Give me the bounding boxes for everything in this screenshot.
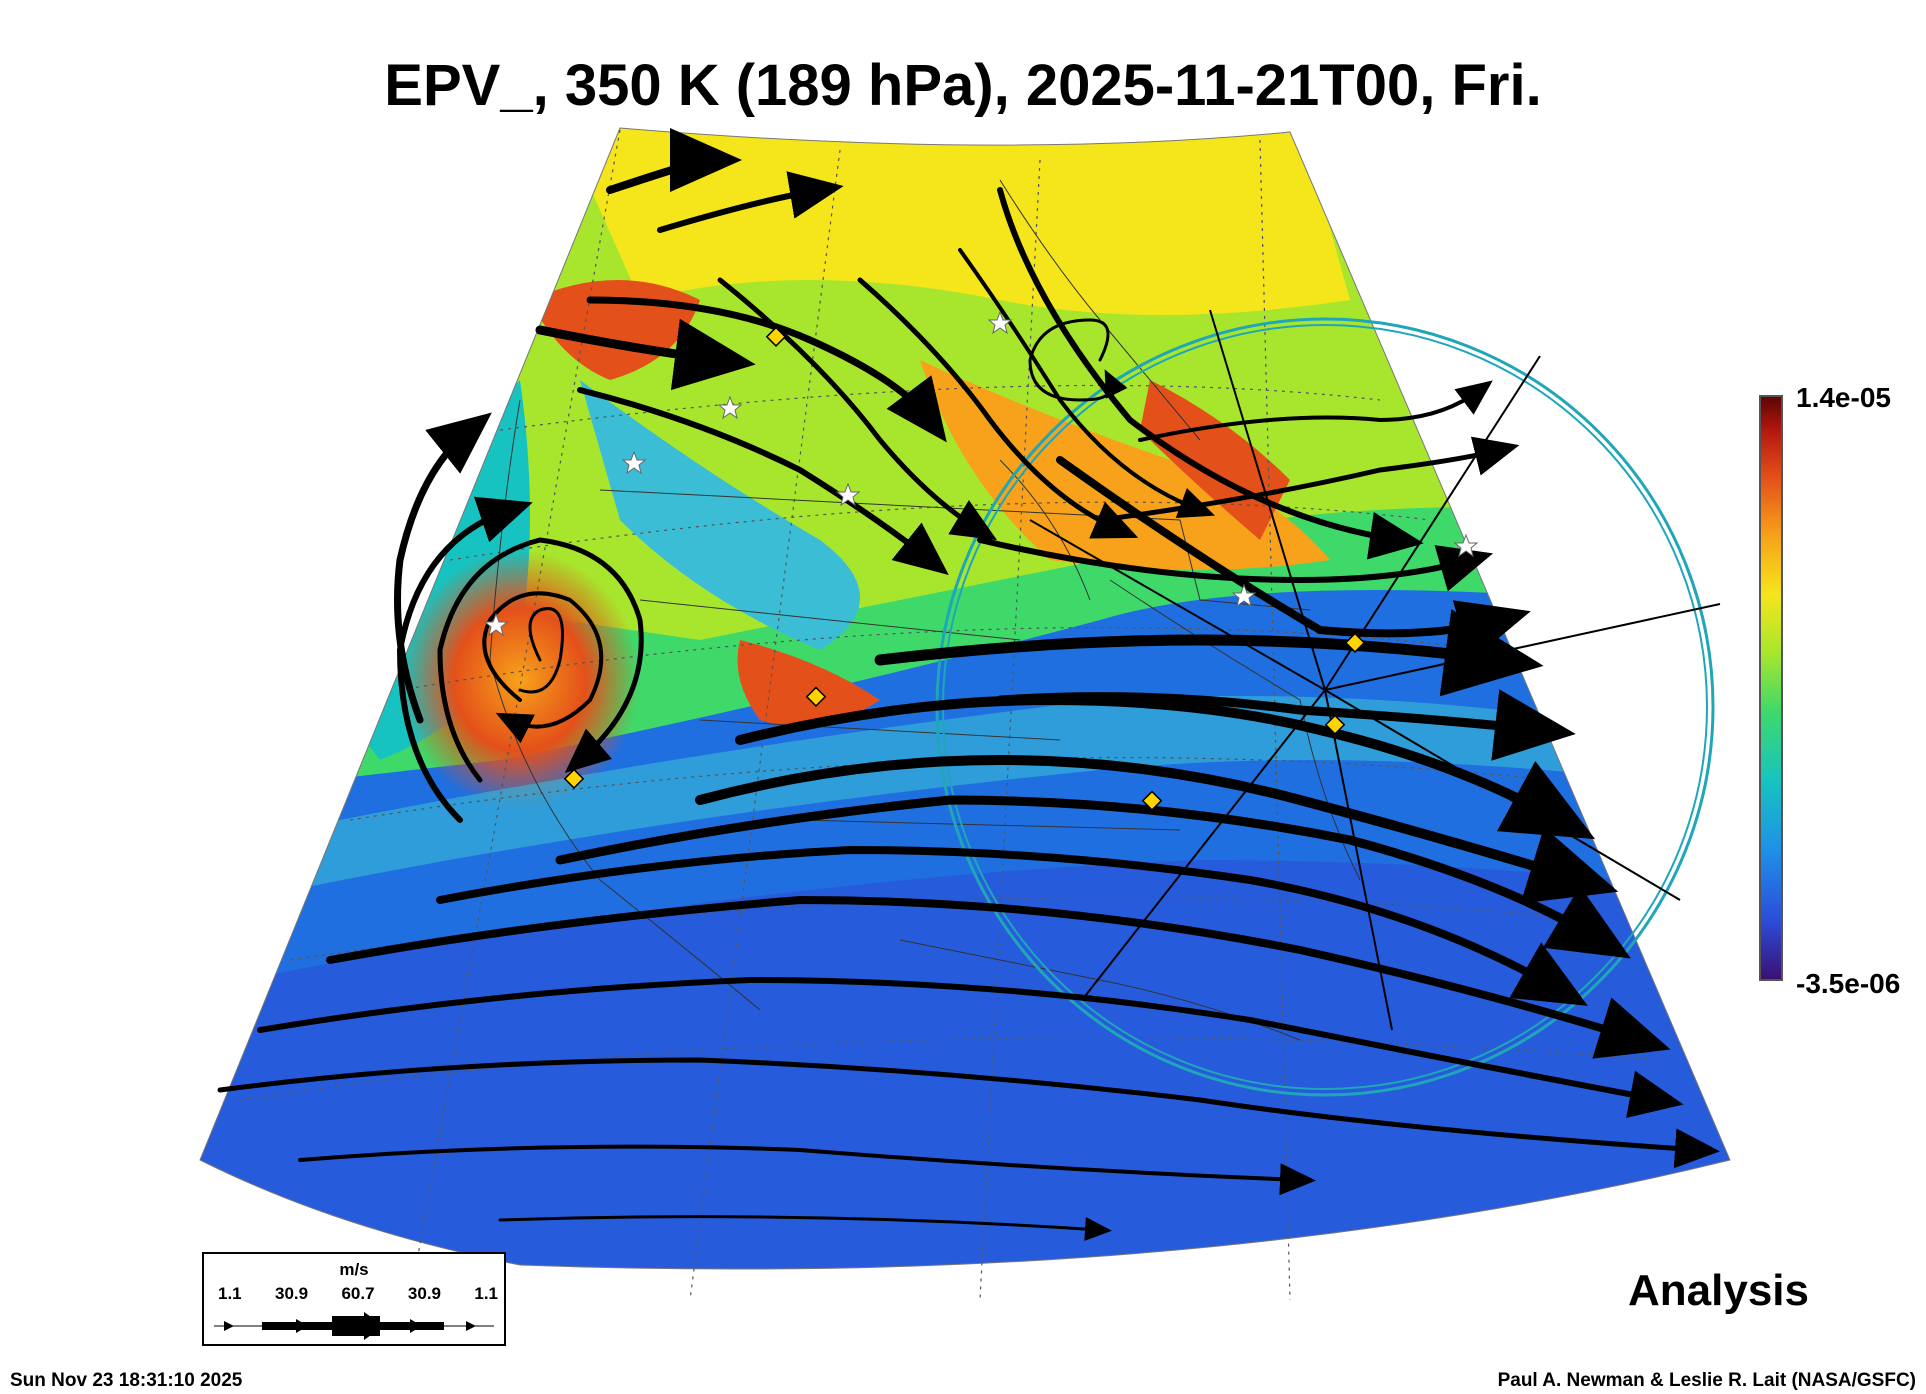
footer-credit: Paul A. Newman & Leslie R. Lait (NASA/GS… xyxy=(1497,1370,1916,1391)
colorbar xyxy=(1759,395,1783,981)
star-markers xyxy=(483,310,1479,637)
wind-legend-value: 60.7 xyxy=(341,1284,375,1303)
wind-legend-value: 1.1 xyxy=(474,1284,498,1303)
wind-streamlines xyxy=(217,128,1720,1241)
wind-speed-legend: m/s 1.1 30.9 60.7 30.9 1.1 xyxy=(202,1252,506,1346)
map-title: EPV_, 350 K (189 hPa), 2025-11-21T00, Fr… xyxy=(384,53,1542,118)
wind-legend-arrows xyxy=(214,1312,494,1340)
map-boundary xyxy=(199,127,1731,1270)
footer-timestamp: Sun Nov 23 18:31:10 2025 xyxy=(10,1370,243,1391)
colorbar-max-label: 1.4e-05 xyxy=(1796,382,1891,413)
wind-legend-value: 30.9 xyxy=(407,1284,441,1303)
colorbar-min-label: -3.5e-06 xyxy=(1796,968,1901,999)
wind-legend-unit: m/s xyxy=(339,1260,369,1279)
wind-legend-value: 30.9 xyxy=(275,1284,309,1303)
wind-legend-values: 1.1 30.9 60.7 30.9 1.1 xyxy=(218,1284,498,1304)
station-markers xyxy=(563,326,1366,811)
wind-legend-value: 1.1 xyxy=(218,1284,242,1303)
analysis-label: Analysis xyxy=(1628,1266,1809,1315)
